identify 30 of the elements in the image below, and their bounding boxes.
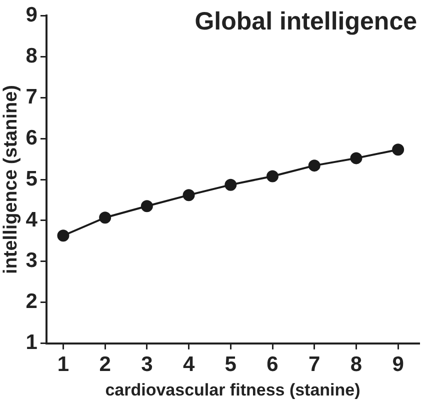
- x-tick-label: 5: [224, 352, 237, 376]
- x-tick-label: 2: [99, 352, 111, 376]
- y-tick-label: 2: [26, 290, 38, 314]
- x-tick-label: 6: [266, 352, 278, 376]
- x-tick-label: 7: [308, 352, 320, 376]
- x-tick-label: 1: [57, 352, 70, 376]
- y-tick-label: 8: [26, 44, 38, 68]
- point: [99, 212, 112, 224]
- point: [182, 189, 195, 202]
- y-axis-title: intelligence (stanine): [0, 85, 22, 274]
- x-tick-label: 3: [141, 352, 153, 376]
- y-tick-label: 3: [26, 249, 38, 272]
- point: [140, 200, 153, 212]
- y-tick-label: 9: [26, 3, 38, 26]
- point: [224, 178, 237, 191]
- y-tick-label: 6: [26, 126, 38, 150]
- y-tick-label: 4: [26, 208, 38, 232]
- x-tick-label: 4: [182, 352, 195, 376]
- point: [392, 144, 404, 156]
- x-tick-label: 8: [350, 352, 362, 376]
- y-tick-label: 7: [26, 85, 38, 108]
- chart-title: Global intelligence: [194, 7, 418, 36]
- y-tick-label: 5: [26, 167, 38, 190]
- point: [266, 170, 279, 182]
- x-axis-title: cardiovascular fitness (stanine): [105, 380, 360, 400]
- y-tick-label: 1: [26, 331, 38, 354]
- point: [57, 230, 70, 242]
- point: [350, 152, 362, 164]
- point: [308, 160, 320, 172]
- x-tick-label: 9: [392, 352, 404, 376]
